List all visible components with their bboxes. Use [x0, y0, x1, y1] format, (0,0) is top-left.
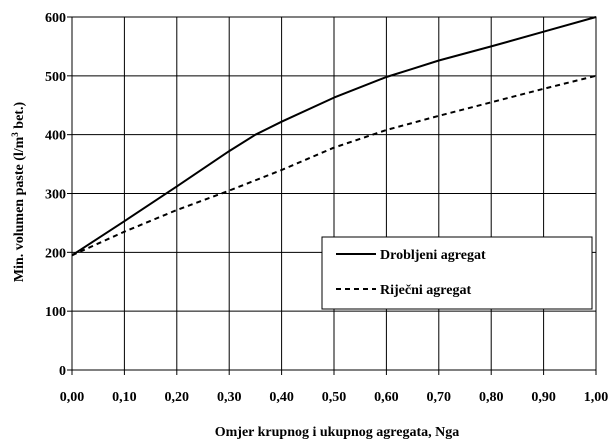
y-axis-title-main: Min. volumen paste (l/m	[12, 136, 27, 282]
x-tick-label: 0,30	[217, 390, 242, 405]
x-tick-label: 0,40	[269, 390, 294, 405]
x-tick-label: 0,90	[531, 390, 556, 405]
y-tick-label: 500	[45, 70, 66, 85]
y-tick-label: 100	[45, 305, 66, 320]
x-tick-label: 0,10	[112, 390, 137, 405]
y-tick-label: 400	[45, 129, 66, 144]
x-tick-label: 0,60	[374, 390, 399, 405]
y-tick-label: 600	[45, 11, 66, 26]
x-tick-label: 0,50	[322, 390, 347, 405]
series-line-rijecni	[71, 74, 597, 257]
y-tick-label: 0	[59, 364, 66, 379]
y-axis-title: Min. volumen paste (l/m3 bet.)	[10, 102, 27, 283]
y-tick-label: 200	[45, 246, 66, 261]
legend-label-drobljeni: Drobljeni agregat	[380, 248, 486, 263]
legend-box	[321, 236, 593, 310]
grid	[71, 16, 597, 371]
y-axis-title-end: bet.)	[12, 102, 27, 133]
series-line-drobljeni	[71, 16, 597, 257]
x-tick-label: 1,00	[584, 390, 609, 405]
legend-label-rijecni: Riječni agregat	[380, 283, 471, 298]
y-axis-ticks: 0 100 200 300 400 500 600	[45, 11, 72, 379]
series-layer	[71, 16, 597, 257]
x-tick-label: 0,20	[165, 390, 190, 405]
x-tick-label: 0,70	[427, 390, 452, 405]
legend: Drobljeni agregat Riječni agregat	[321, 236, 593, 310]
y-axis-title-superscript: 3	[10, 132, 20, 137]
x-tick-label: 0,80	[479, 390, 504, 405]
x-tick-label: 0,00	[60, 390, 85, 405]
x-axis-title: Omjer krupnog i ukupnog agregata, Nga	[215, 425, 460, 440]
x-axis-ticks: 0,00 0,10 0,20 0,30 0,40 0,50 0,60 0,70 0,80 0,90…	[60, 370, 609, 405]
y-tick-label: 300	[45, 188, 66, 203]
